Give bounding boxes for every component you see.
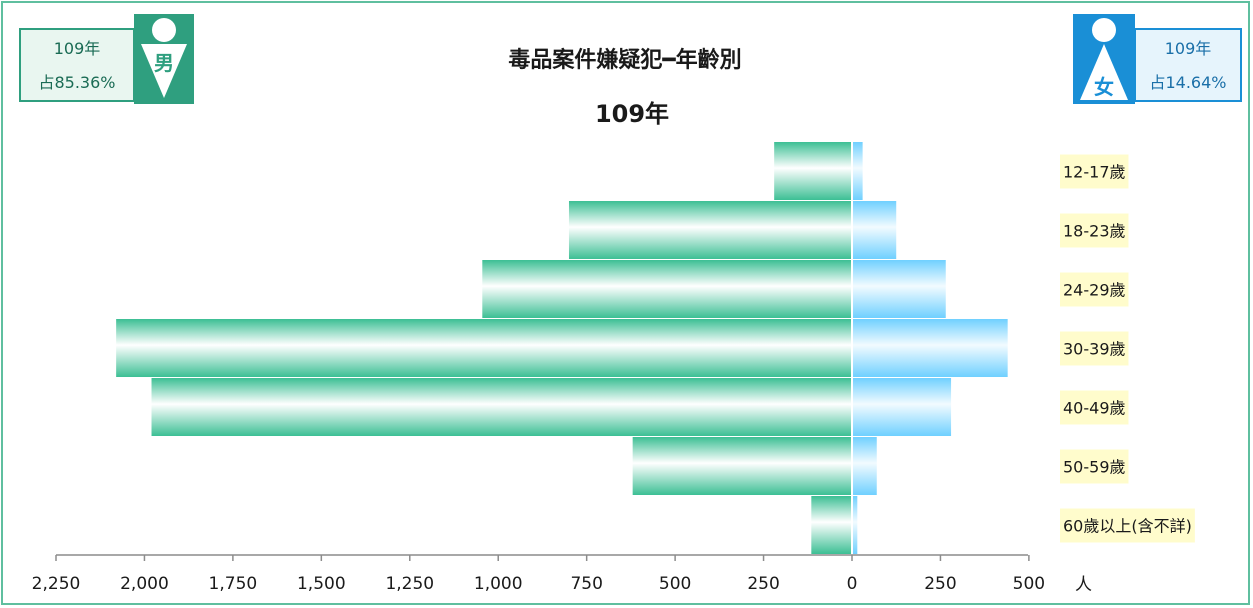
category-label: 30-39歲: [1063, 340, 1126, 359]
x-tick-label: 250: [924, 574, 956, 594]
male-badge: 109年 占85.36% 男: [19, 14, 194, 104]
category-label-background: [1060, 449, 1129, 484]
male-badge-box: [19, 28, 135, 102]
x-tick-label: 2,250: [32, 574, 81, 594]
category-label-background: [1060, 508, 1195, 543]
x-tick-label: 1,250: [385, 574, 434, 594]
female-badge: 女 109年 占14.64%: [1073, 14, 1242, 104]
male-person-icon: 男: [134, 14, 194, 104]
x-tick-label: 1,500: [297, 574, 346, 594]
category-label-background: [1060, 390, 1129, 425]
x-axis-unit-label: 人: [1075, 575, 1092, 595]
male-year-label: 109年: [54, 39, 101, 58]
x-tick-label: 2,000: [120, 574, 169, 594]
female-bar: [852, 437, 877, 495]
male-bar: [482, 260, 852, 318]
female-bar: [852, 201, 897, 259]
male-bar: [632, 437, 852, 495]
female-bar: [852, 142, 863, 200]
x-tick-label: 1,750: [209, 574, 258, 594]
x-tick-label: 750: [570, 574, 602, 594]
female-bar: [852, 496, 858, 554]
category-label-background: [1060, 213, 1129, 248]
female-year-label: 109年: [1165, 39, 1212, 58]
female-glyph: 女: [1094, 75, 1114, 99]
male-bar: [116, 319, 853, 377]
x-tick-label: 1,000: [474, 574, 523, 594]
category-label: 50-59歲: [1063, 458, 1126, 477]
x-tick-label: 250: [747, 574, 779, 594]
category-label-background: [1060, 331, 1129, 366]
female-badge-box: [1134, 28, 1242, 102]
female-bar: [852, 319, 1008, 377]
category-label: 24-29歲: [1063, 281, 1126, 300]
male-bar: [811, 496, 852, 554]
male-bar: [568, 201, 852, 259]
category-label: 60歲以上(含不詳): [1063, 517, 1192, 536]
male-bar: [774, 142, 852, 200]
category-label: 18-23歲: [1063, 222, 1126, 241]
chart-title: 毒品案件嫌疑犯━年齡別: [508, 47, 741, 73]
female-share-label: 占14.64%: [1149, 73, 1226, 92]
x-tick-label: 500: [659, 574, 691, 594]
chart-subtitle: 109年: [595, 100, 669, 128]
male-share-label: 占85.36%: [38, 73, 115, 92]
male-glyph: 男: [154, 51, 174, 75]
category-label: 12-17歲: [1063, 163, 1126, 182]
female-bar: [852, 378, 952, 436]
female-bar: [852, 260, 946, 318]
x-tick-label: 500: [1013, 574, 1045, 594]
category-label: 40-49歲: [1063, 399, 1126, 418]
category-label-background: [1060, 154, 1129, 189]
x-tick-label: 0: [847, 574, 858, 594]
category-label-background: [1060, 272, 1129, 307]
plot-area: 2,250 2,000 1,750 1,500 1,250 1,000 750 500 250 0…: [32, 142, 1195, 594]
male-bar: [151, 378, 852, 436]
female-person-icon: 女: [1073, 14, 1135, 104]
